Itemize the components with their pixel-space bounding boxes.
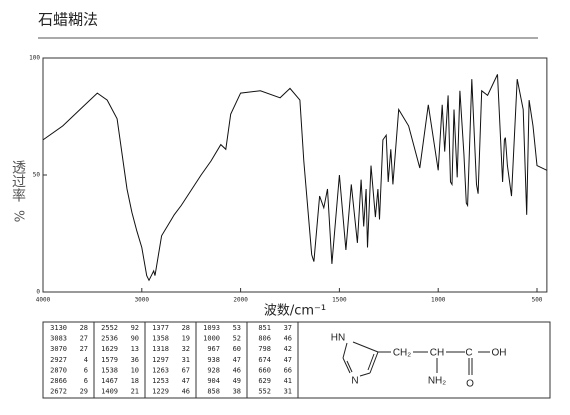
- peak-wavenumber: 851: [258, 324, 271, 332]
- peak-wavenumber: 1253: [152, 377, 169, 385]
- peak-transmittance: 19: [182, 335, 190, 343]
- atom-label: OH: [492, 348, 507, 359]
- peak-wavenumber: 1409: [101, 388, 118, 396]
- peak-transmittance: 47: [233, 356, 241, 364]
- y-tick-label: 100: [29, 55, 40, 62]
- peak-wavenumber: 1297: [152, 356, 169, 364]
- spectrum-line: [42, 74, 548, 282]
- peak-wavenumber: 938: [207, 356, 220, 364]
- x-tick-label: 500: [532, 297, 543, 304]
- peak-transmittance: 28: [182, 324, 190, 332]
- peak-wavenumber: 806: [258, 335, 271, 343]
- peak-wavenumber: 2672: [50, 388, 67, 396]
- peak-transmittance: 53: [233, 324, 241, 332]
- peak-wavenumber: 798: [258, 345, 271, 353]
- page-title: 石蜡糊法: [38, 11, 98, 29]
- peak-transmittance: 90: [131, 335, 139, 343]
- x-tick-label: 1000: [431, 297, 446, 304]
- peak-wavenumber: 2536: [101, 335, 118, 343]
- peak-transmittance: 28: [80, 324, 88, 332]
- peak-transmittance: 92: [131, 324, 139, 332]
- peak-transmittance: 38: [233, 388, 241, 396]
- peak-transmittance: 13: [131, 345, 139, 353]
- peak-transmittance: 46: [233, 366, 241, 374]
- peak-transmittance: 41: [284, 377, 292, 385]
- atom-label: N: [351, 376, 358, 387]
- peak-transmittance: 31: [182, 356, 190, 364]
- peak-wavenumber: 858: [207, 388, 220, 396]
- peak-wavenumber: 3070: [50, 345, 67, 353]
- peak-transmittance: 18: [131, 377, 139, 385]
- peak-wavenumber: 674: [258, 356, 271, 364]
- peak-wavenumber: 1538: [101, 366, 118, 374]
- atom-label: HN: [331, 333, 345, 344]
- peak-transmittance: 31: [284, 388, 292, 396]
- peak-wavenumber: 1229: [152, 388, 169, 396]
- y-tick-label: 0: [36, 289, 40, 296]
- peak-transmittance: 47: [182, 377, 190, 385]
- x-tick-label: 4000: [36, 297, 51, 304]
- peak-wavenumber: 1377: [152, 324, 169, 332]
- peak-transmittance: 46: [182, 388, 190, 396]
- peak-wavenumber: 967: [207, 345, 220, 353]
- peak-wavenumber: 2927: [50, 356, 67, 364]
- atom-label: CH₂: [393, 348, 411, 359]
- peak-wavenumber: 629: [258, 377, 271, 385]
- peak-wavenumber: 1093: [203, 324, 220, 332]
- atom-label: CH: [430, 348, 444, 359]
- peak-transmittance: 52: [233, 335, 241, 343]
- peak-wavenumber: 552: [258, 388, 271, 396]
- peak-wavenumber: 1318: [152, 345, 169, 353]
- y-label-unit: %: [11, 210, 26, 222]
- peak-wavenumber: 1467: [101, 377, 118, 385]
- x-tick-label: 1500: [332, 297, 347, 304]
- peak-transmittance: 10: [131, 366, 139, 374]
- peak-transmittance: 47: [284, 356, 292, 364]
- peak-wavenumber: 1000: [203, 335, 220, 343]
- peak-transmittance: 29: [80, 388, 88, 396]
- peak-transmittance: 21: [131, 388, 139, 396]
- peak-transmittance: 49: [233, 377, 241, 385]
- peak-transmittance: 6: [84, 366, 88, 374]
- peak-wavenumber: 2866: [50, 377, 67, 385]
- peak-wavenumber: 3083: [50, 335, 67, 343]
- structure: [342, 341, 490, 377]
- peak-wavenumber: 1263: [152, 366, 169, 374]
- peak-wavenumber: 660: [258, 366, 271, 374]
- peak-transmittance: 6: [84, 377, 88, 385]
- atom-label: NH₂: [428, 376, 446, 387]
- y-tick-label: 50: [33, 172, 41, 179]
- peak-table: [42, 321, 551, 399]
- peak-wavenumber: 928: [207, 366, 220, 374]
- peak-wavenumber: 1358: [152, 335, 169, 343]
- peak-transmittance: 66: [284, 366, 292, 374]
- x-tick-label: 2000: [233, 297, 248, 304]
- peak-wavenumber: 2552: [101, 324, 118, 332]
- peak-transmittance: 27: [80, 335, 88, 343]
- peak-wavenumber: 1629: [101, 345, 118, 353]
- peak-transmittance: 27: [80, 345, 88, 353]
- peak-transmittance: 37: [284, 324, 292, 332]
- peak-transmittance: 36: [131, 356, 139, 364]
- x-label: 波数/cm⁻¹: [264, 304, 326, 319]
- atom-label: C: [465, 348, 472, 359]
- peak-wavenumber: 904: [207, 377, 220, 385]
- peak-transmittance: 4: [84, 356, 88, 364]
- x-tick-label: 3000: [135, 297, 150, 304]
- peak-transmittance: 32: [182, 345, 190, 353]
- peak-transmittance: 60: [233, 345, 241, 353]
- peak-transmittance: 46: [284, 335, 292, 343]
- peak-wavenumber: 3130: [50, 324, 67, 332]
- peak-wavenumber: 1579: [101, 356, 118, 364]
- atom-label: O: [466, 379, 474, 390]
- peak-transmittance: 42: [284, 345, 292, 353]
- peak-wavenumber: 2870: [50, 366, 67, 374]
- y-label: 透过率: [10, 160, 26, 202]
- peak-transmittance: 67: [182, 366, 190, 374]
